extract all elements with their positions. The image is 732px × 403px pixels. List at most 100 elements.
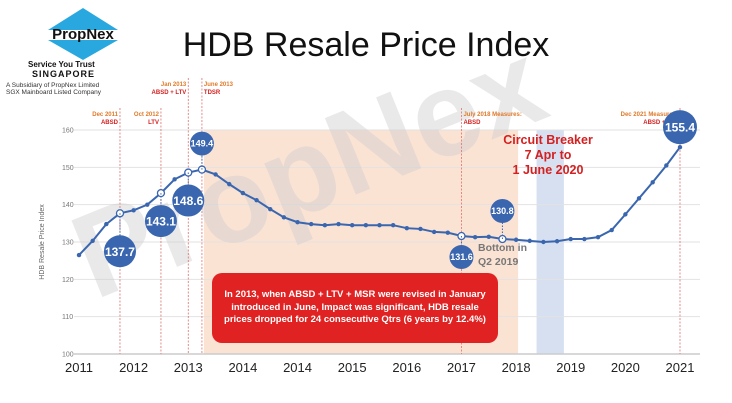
data-point: [322, 223, 328, 228]
data-point: [650, 180, 655, 185]
policy-measure-label: ABSD: [463, 120, 481, 126]
policy-measure-label: TDSR: [204, 90, 221, 96]
bottom-note-line-2: Q2 2019: [478, 256, 518, 268]
policy-measure-label: ABSD + LTV: [152, 90, 187, 96]
data-point: [431, 229, 437, 235]
y-tick-label: 150: [62, 165, 74, 172]
x-tick-label: 2016: [392, 360, 421, 375]
logo-subsidiary-line1: A Subsidiary of PropNex Limited: [6, 82, 100, 89]
y-tick-label: 110: [62, 314, 73, 321]
x-tick-label: 2011: [65, 360, 93, 375]
value-bubble-label: 130.8: [491, 206, 514, 216]
y-tick-label: 120: [62, 277, 74, 284]
data-point: [664, 163, 669, 168]
policy-date-label: Dec 2011: [92, 112, 118, 118]
value-bubble-label: 149.4: [191, 139, 214, 149]
value-bubble-label: 131.6: [450, 252, 473, 262]
value-bubble-label: 148.6: [173, 194, 203, 208]
y-tick-label: 140: [62, 202, 74, 209]
y-axis-label: HDB Resale Price Index: [39, 204, 46, 280]
logo-subsidiary-line2: SGX Mainboard Listed Company: [6, 89, 102, 96]
data-point: [213, 172, 218, 177]
x-tick-label: 2014: [228, 360, 257, 375]
data-point: [281, 215, 287, 220]
y-tick-label: 160: [62, 128, 74, 135]
value-bubble: [490, 199, 515, 224]
value-bubble: [144, 205, 177, 238]
value-bubble: [663, 110, 697, 145]
circuit-breaker-line-1: Circuit Breaker: [503, 133, 593, 147]
policy-date-label: July 2018 Measures:: [463, 112, 521, 118]
value-bubble-label: 143.1: [146, 215, 176, 229]
data-point: [131, 208, 136, 213]
value-bubble-label: 137.7: [105, 245, 135, 259]
data-point: [172, 177, 177, 182]
logo-brand: PropNex: [52, 26, 114, 43]
policy-date-label: June 2013: [204, 82, 234, 88]
data-point: [390, 223, 396, 228]
value-bubble: [172, 184, 205, 217]
callout-box: In 2013, when ABSD + LTV + MSR were revi…: [212, 273, 498, 343]
data-point: [582, 236, 587, 242]
x-tick-label: 2013: [174, 360, 203, 375]
data-point: [349, 223, 355, 228]
policy-date-label: Dec 2021 Measures:: [621, 112, 678, 118]
data-point: [486, 234, 491, 239]
data-point: [472, 234, 478, 240]
logo-tagline: Service You Trust: [28, 60, 95, 69]
data-point: [595, 234, 601, 240]
data-point: [76, 252, 82, 258]
data-point: [363, 223, 369, 228]
value-bubble: [449, 245, 474, 270]
data-point: [240, 190, 246, 196]
data-point: [254, 197, 259, 203]
data-point: [418, 226, 423, 232]
value-bubble: [189, 131, 214, 156]
data-point: [104, 221, 109, 227]
x-tick-label: 2014: [283, 360, 312, 375]
data-point: [90, 238, 95, 244]
data-point: [309, 221, 314, 227]
x-tick-label: 2015: [338, 360, 367, 375]
data-point: [568, 236, 573, 242]
x-tick-label: 2021: [666, 360, 695, 375]
data-point: [527, 238, 532, 244]
y-tick-label: 100: [62, 352, 74, 359]
logo-country: SINGAPORE: [32, 69, 96, 79]
x-tick-label: 2017: [447, 360, 476, 375]
policy-measure-label: LTV: [148, 120, 159, 126]
circuit-breaker-line-3: 1 June 2020: [513, 163, 584, 177]
policy-measure-label: ABSD: [101, 120, 119, 126]
data-point: [445, 230, 450, 235]
policy-measure-label: ABSD + LTV: [643, 120, 678, 126]
x-tick-label: 2012: [119, 360, 148, 375]
circuit-breaker-note: Circuit Breaker 7 Apr to 1 June 2020: [503, 133, 593, 177]
policy-date-label: Jan 2013: [161, 82, 187, 88]
data-point: [404, 225, 410, 231]
data-point: [513, 237, 519, 242]
chart-title: HDB Resale Price Index: [182, 26, 550, 64]
x-tick-label: 2020: [611, 360, 640, 375]
data-point: [541, 239, 546, 245]
x-tick-label: 2018: [502, 360, 531, 375]
data-point: [554, 239, 560, 244]
propnex-diamond-icon: PropNex: [48, 8, 118, 60]
data-point: [677, 144, 683, 150]
y-tick-label: 130: [62, 240, 74, 247]
data-point: [623, 212, 628, 217]
data-point: [145, 202, 150, 207]
data-point: [636, 196, 642, 201]
data-point: [336, 221, 341, 227]
bottom-note-line-1: Bottom in: [478, 242, 527, 254]
data-point: [227, 181, 232, 187]
data-point: [609, 227, 614, 233]
value-bubble-label: 155.4: [665, 121, 695, 135]
data-point: [377, 223, 382, 228]
propnex-logo: PropNex Service You Trust SINGAPORE A Su…: [6, 6, 156, 96]
data-point: [295, 220, 300, 225]
policy-date-label: Oct 2012: [134, 112, 160, 118]
value-bubble: [103, 235, 136, 268]
data-point: [268, 206, 273, 212]
x-tick-label: 2019: [556, 360, 585, 375]
circuit-breaker-line-2: 7 Apr to: [525, 148, 572, 162]
